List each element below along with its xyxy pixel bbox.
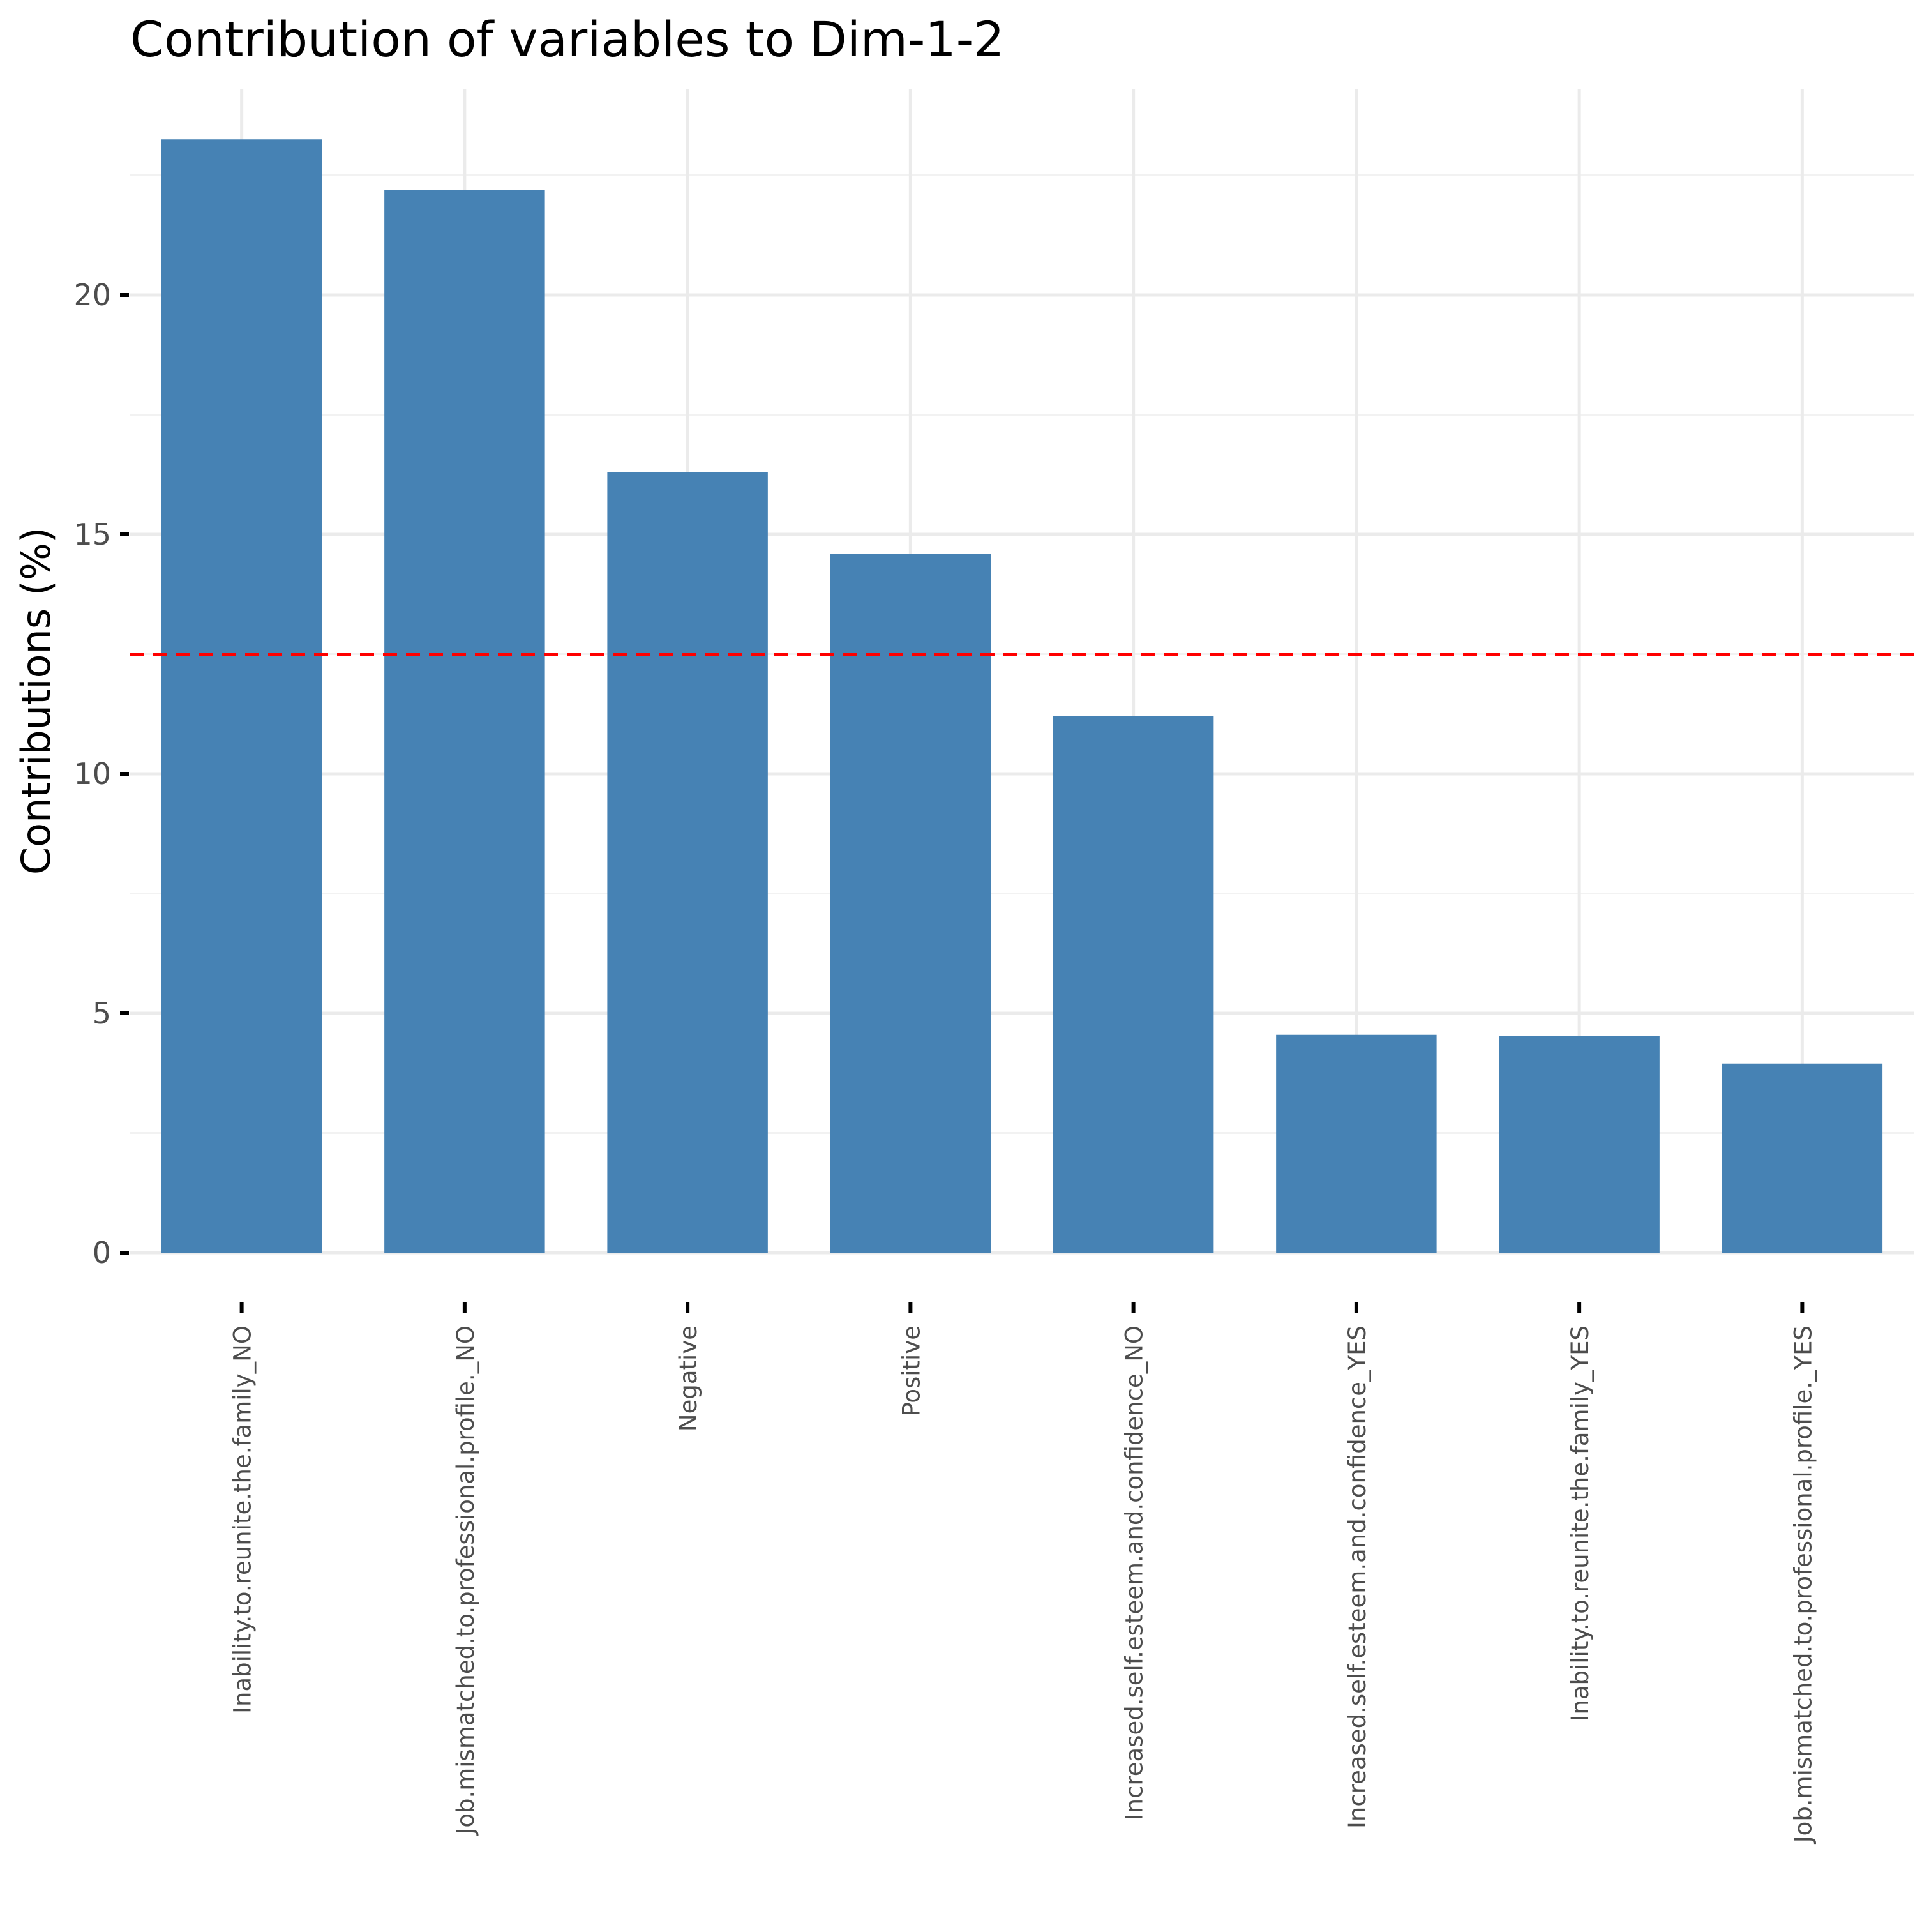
x-tick-label: Inability.to.reunite.the.family_YES	[1566, 1325, 1594, 1722]
y-tick-label: 20	[73, 278, 111, 312]
y-axis: 0 5 10 15 20	[73, 278, 129, 1270]
x-tick-label: Increased.self.esteem.and.confidence_YES	[1344, 1325, 1371, 1829]
y-tick-label: 5	[93, 996, 111, 1030]
x-axis: Inability.to.reunite.the.family_NO Job.mi…	[229, 1302, 1817, 1844]
bar	[1499, 1036, 1660, 1253]
y-tick-label: 0	[93, 1235, 111, 1270]
x-tick-label: Positive	[897, 1325, 925, 1417]
x-tick-label: Job.mismatched.to.professional.profile._…	[452, 1325, 479, 1836]
x-tick-label: Inability.to.reunite.the.family_NO	[229, 1325, 257, 1714]
bar	[607, 472, 768, 1253]
y-tick-label: 10	[73, 757, 111, 791]
bar	[1276, 1034, 1437, 1253]
x-tick-label: Negative	[675, 1325, 702, 1431]
y-tick-label: 15	[73, 517, 111, 552]
x-tick-label: Increased.self.esteem.and.confidence_NO	[1121, 1325, 1148, 1820]
chart-title: Contribution of variables to Dim-1-2	[130, 11, 1004, 68]
y-axis-title: Contributions (%)	[13, 527, 59, 875]
bar	[1722, 1063, 1883, 1253]
x-tick-label: Job.mismatched.to.professional.profile._…	[1789, 1325, 1817, 1844]
bar	[1053, 716, 1214, 1253]
bar	[384, 190, 545, 1253]
bar	[830, 554, 991, 1253]
bars	[161, 139, 1883, 1253]
bar	[161, 139, 322, 1253]
